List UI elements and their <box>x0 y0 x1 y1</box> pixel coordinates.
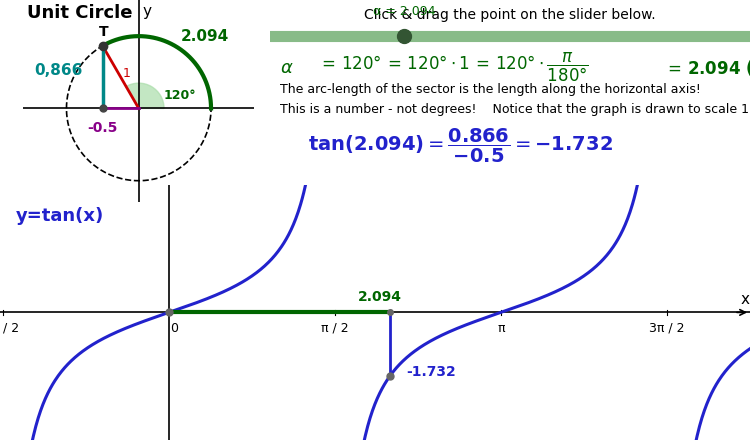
Text: 0,866: 0,866 <box>34 63 82 78</box>
Text: $\mathbf{tan(2.094)} = \dfrac{\mathbf{0.866}}{\mathbf{-0.5}} = \mathbf{-1.732}$: $\mathbf{tan(2.094)} = \dfrac{\mathbf{0.… <box>308 127 614 165</box>
Text: y=tan(x): y=tan(x) <box>16 207 104 225</box>
Text: 1: 1 <box>122 67 130 80</box>
Text: -1.732: -1.732 <box>406 365 456 378</box>
Text: T: T <box>99 25 109 39</box>
Text: 2.094: 2.094 <box>180 29 229 44</box>
Text: 2.094: 2.094 <box>358 290 402 304</box>
Text: x: x <box>740 292 749 307</box>
Text: -0.5: -0.5 <box>88 121 118 136</box>
Text: This is a number - not degrees!    Notice that the graph is drawn to scale 1: This is a number - not degrees! Notice t… <box>280 103 748 116</box>
Text: 0: 0 <box>170 322 178 334</box>
Text: α = 2.094: α = 2.094 <box>374 5 436 18</box>
Text: $\alpha$: $\alpha$ <box>280 59 293 77</box>
Text: 3π / 2: 3π / 2 <box>649 322 685 334</box>
Wedge shape <box>126 83 164 108</box>
Text: $= \, \mathbf{2.094}$ (radia: $= \, \mathbf{2.094}$ (radia <box>664 58 750 78</box>
Text: y: y <box>142 4 152 18</box>
Text: π / 2: π / 2 <box>321 322 349 334</box>
Text: 120°: 120° <box>164 89 196 102</box>
Text: Unit Circle: Unit Circle <box>27 4 132 22</box>
Text: -π / 2: -π / 2 <box>0 322 20 334</box>
Text: π: π <box>497 322 505 334</box>
Text: The arc-length of the sector is the length along the horizontal axis!: The arc-length of the sector is the leng… <box>280 83 700 95</box>
Text: Click & drag the point on the slider below.: Click & drag the point on the slider bel… <box>364 8 656 22</box>
Text: $= \, 120° \, = \, 120° \cdot 1 \, = \, 120° \cdot \dfrac{\pi}{180°}$: $= \, 120° \, = \, 120° \cdot 1 \, = \, … <box>318 51 589 84</box>
